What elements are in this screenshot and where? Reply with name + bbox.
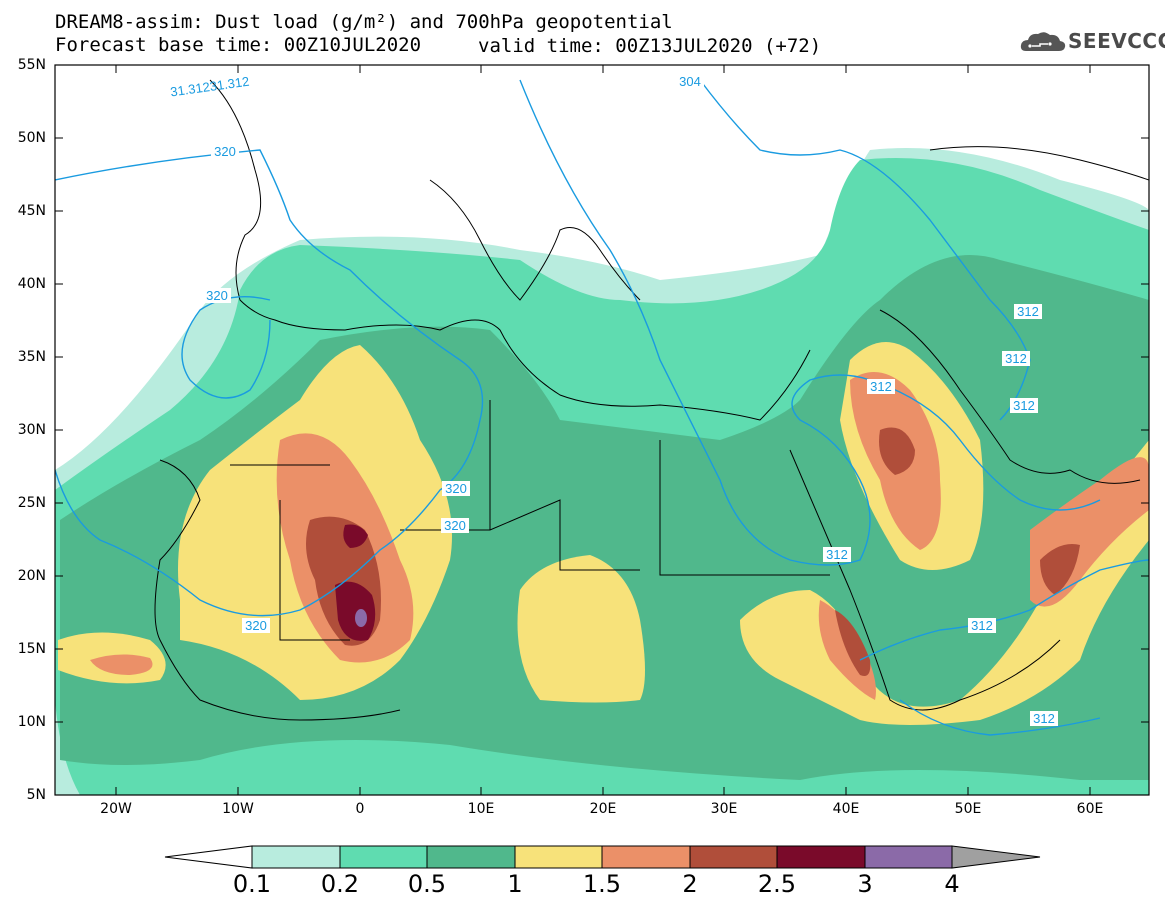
contour-label-7: 312 [1013, 398, 1035, 413]
legend-tick-0-1: 0.1 [232, 870, 272, 898]
cloud-logo-icon [1020, 32, 1066, 51]
lat-label-55n: 55N [17, 57, 46, 73]
contour-label-1: 320 [206, 288, 228, 303]
lat-label-20n: 20N [17, 568, 46, 584]
legend-tick-3: 3 [857, 870, 873, 898]
legend-tick-2: 2 [682, 870, 698, 898]
legend-tick-0-5: 0.5 [407, 870, 447, 898]
dust-region-15e [90, 654, 153, 675]
contour-label-5: 312 [1017, 304, 1039, 319]
dust-region-25 [335, 581, 376, 641]
contour-label-9: 312 [826, 547, 848, 562]
lon-label-10e: 10E [467, 801, 495, 817]
legend-tick-0-2: 0.2 [320, 870, 360, 898]
lon-label-0: 0 [355, 801, 365, 817]
lon-label-10w: 10W [222, 801, 254, 817]
lat-label-25n: 25N [17, 495, 46, 511]
contour-labels: 320 320 320 320 320 312 312 312 312 312 … [169, 74, 1058, 726]
lon-label-50e: 50E [954, 801, 982, 817]
lat-label-45n: 45N [17, 203, 46, 219]
legend-tick-2-5: 2.5 [757, 870, 797, 898]
dust-region-3 [355, 609, 367, 627]
lat-label-5n: 5N [26, 787, 46, 803]
dust-region-25b [343, 524, 368, 548]
coastlines [154, 79, 1149, 721]
lon-label-20w: 20W [100, 801, 132, 817]
contour-label-2: 320 [445, 481, 467, 496]
lon-label-30e: 30E [710, 801, 738, 817]
contour-label-0: 320 [214, 144, 236, 159]
lat-label-15n: 15N [17, 641, 46, 657]
geopotential-contours [55, 79, 1149, 736]
dust-region-2d [1040, 544, 1080, 595]
lon-label-40e: 40E [832, 801, 860, 817]
contour-label-11: 312 [1033, 711, 1055, 726]
lon-label-60e: 60E [1076, 801, 1104, 817]
lat-label-40n: 40N [17, 276, 46, 292]
forecast-base-time: Forecast base time: 00Z10JUL2020 [55, 34, 422, 56]
dust-region-1b [517, 555, 645, 703]
contour-label-10: 312 [971, 618, 993, 633]
lat-label-50n: 50N [17, 130, 46, 146]
legend-tick-1: 1 [507, 870, 523, 898]
contour-label-12: 304 [679, 74, 701, 89]
lat-label-30n: 30N [17, 422, 46, 438]
contour-label-4: 320 [245, 618, 267, 633]
axis-ticks [55, 64, 1149, 796]
lat-label-35n: 35N [17, 349, 46, 365]
dust-region-2b [879, 427, 915, 475]
contour-label-8: 312 [870, 379, 892, 394]
legend-tick-4: 4 [944, 870, 960, 898]
lon-label-20e: 20E [589, 801, 617, 817]
logo-text: SEEVCCC [1068, 29, 1165, 53]
contour-label-6: 312 [1005, 351, 1027, 366]
lat-label-10n: 10N [17, 714, 46, 730]
legend-tick-1-5: 1.5 [582, 870, 622, 898]
valid-time: valid time: 00Z13JUL2020 (+72) [478, 35, 822, 57]
map-title: DREAM8-assim: Dust load (g/m²) and 700hP… [55, 11, 673, 33]
contour-label-3: 320 [444, 518, 466, 533]
